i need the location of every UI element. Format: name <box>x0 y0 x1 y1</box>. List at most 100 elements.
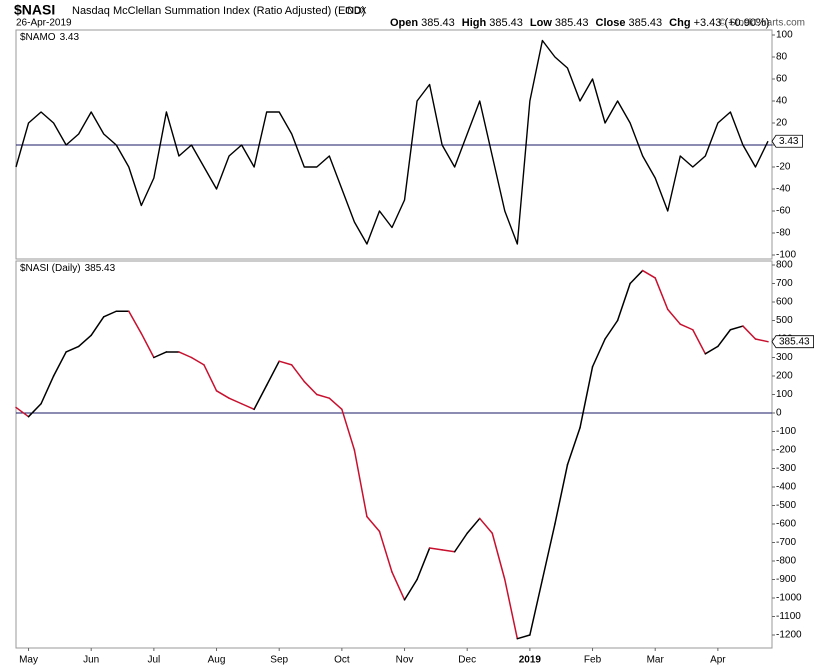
line-segment <box>666 308 682 325</box>
y-tick-label: -700 <box>776 537 796 548</box>
line-segment <box>742 325 757 340</box>
y-tick-label: -600 <box>776 519 796 530</box>
y-tick-label: -100 <box>776 426 796 437</box>
y-tick-label: 0 <box>776 408 782 419</box>
line-segment <box>591 338 606 368</box>
legend-value: 385.43 <box>85 263 116 274</box>
y-tick-label: -40 <box>776 184 791 195</box>
x-tick-label: Oct <box>334 655 350 666</box>
line-segment <box>466 517 481 534</box>
x-tick-label: Nov <box>396 655 414 666</box>
line-segment <box>491 532 506 581</box>
quote-label: High <box>462 17 487 29</box>
line-segment <box>541 523 556 581</box>
quote-label: Low <box>530 17 552 29</box>
quote-value: +3.43 (+0.90%) <box>694 17 770 29</box>
line-segment <box>153 351 168 359</box>
y-tick-label: -400 <box>776 482 796 493</box>
y-tick-label: -20 <box>776 162 791 173</box>
line-segment <box>529 578 544 636</box>
line-segment <box>228 397 243 405</box>
line-segment <box>654 277 669 311</box>
line-segment <box>629 269 644 285</box>
y-tick-label: 80 <box>776 52 788 63</box>
x-tick-label: Apr <box>710 655 726 666</box>
line-segment <box>290 364 306 383</box>
line-segment <box>754 338 769 343</box>
line-segment <box>441 549 456 553</box>
line-segment <box>353 449 368 518</box>
line-segment <box>554 464 569 525</box>
line-segment <box>15 406 30 418</box>
y-tick-label: 100 <box>776 389 793 400</box>
y-tick-label: -100 <box>776 250 796 261</box>
line-segment <box>140 332 155 359</box>
line-segment <box>316 393 331 399</box>
line-segment <box>203 364 218 392</box>
y-tick-label: -1000 <box>776 593 802 604</box>
y-tick-label: 600 <box>776 297 793 308</box>
y-tick-label: 40 <box>776 96 788 107</box>
x-tick-label: Jun <box>83 655 99 666</box>
line-segment <box>366 515 381 533</box>
y-tick-label: 800 <box>776 260 793 271</box>
y-tick-label: -60 <box>776 206 791 217</box>
line-segment <box>328 397 343 411</box>
y-tick-label: -300 <box>776 463 796 474</box>
y-tick-label: 500 <box>776 315 793 326</box>
legend-name: $NASI (Daily) <box>20 263 81 274</box>
x-tick-label: Aug <box>208 655 226 666</box>
line-segment <box>729 325 744 331</box>
line-segment <box>265 360 280 386</box>
x-tick-label: Jul <box>147 655 160 666</box>
line-segment <box>579 366 594 429</box>
x-tick-label: Sep <box>270 655 288 666</box>
line-segment <box>253 384 268 411</box>
quote-label: Open <box>390 17 418 29</box>
line-segment <box>40 375 55 405</box>
quote-text: Open 385.43 High 385.43 Low 385.43 Close 385.43… <box>390 17 769 29</box>
y-tick-label: 700 <box>776 278 793 289</box>
line-segment <box>102 310 118 318</box>
line-segment <box>90 316 105 337</box>
line-segment <box>679 323 694 331</box>
line-segment <box>453 532 468 553</box>
line-segment <box>190 356 205 366</box>
y-tick-label: -500 <box>776 500 796 511</box>
line-segment <box>516 634 531 640</box>
y-tick-label: 20 <box>776 118 788 129</box>
exchange: INDX <box>345 5 367 15</box>
line-segment <box>704 345 719 355</box>
last-value-box <box>771 335 814 349</box>
line-segment <box>128 310 143 335</box>
line-segment <box>240 403 255 411</box>
x-tick-label: May <box>19 655 38 666</box>
line-segment <box>378 530 393 573</box>
index-name: Nasdaq McClellan Summation Index (Ratio … <box>72 5 365 17</box>
line-segment <box>278 360 293 366</box>
line-segment <box>65 345 80 353</box>
line-segment <box>403 578 418 601</box>
line-segment <box>341 408 356 451</box>
credit: © StockCharts.com <box>719 18 805 29</box>
y-tick-label: 60 <box>776 74 788 85</box>
line <box>15 39 769 245</box>
last-value-label: 3.43 <box>779 136 799 147</box>
line-segment <box>391 571 406 601</box>
y-tick-label: -80 <box>776 228 791 239</box>
y-tick-label: -900 <box>776 574 796 585</box>
x-tick-label: Dec <box>458 655 476 666</box>
line-segment <box>616 282 631 322</box>
line-segment <box>604 319 619 340</box>
line-segment <box>428 547 443 551</box>
y-tick-label: 100 <box>776 30 793 41</box>
legend-name: $NAMO <box>20 32 56 43</box>
line-segment <box>641 269 656 279</box>
x-tick-label: 2019 <box>519 655 542 666</box>
quote-value: 385.43 <box>421 17 455 29</box>
last-value-box <box>771 134 803 148</box>
last-value-label: 385.43 <box>779 336 810 347</box>
line-segment <box>566 427 581 466</box>
line-segment <box>52 351 67 377</box>
